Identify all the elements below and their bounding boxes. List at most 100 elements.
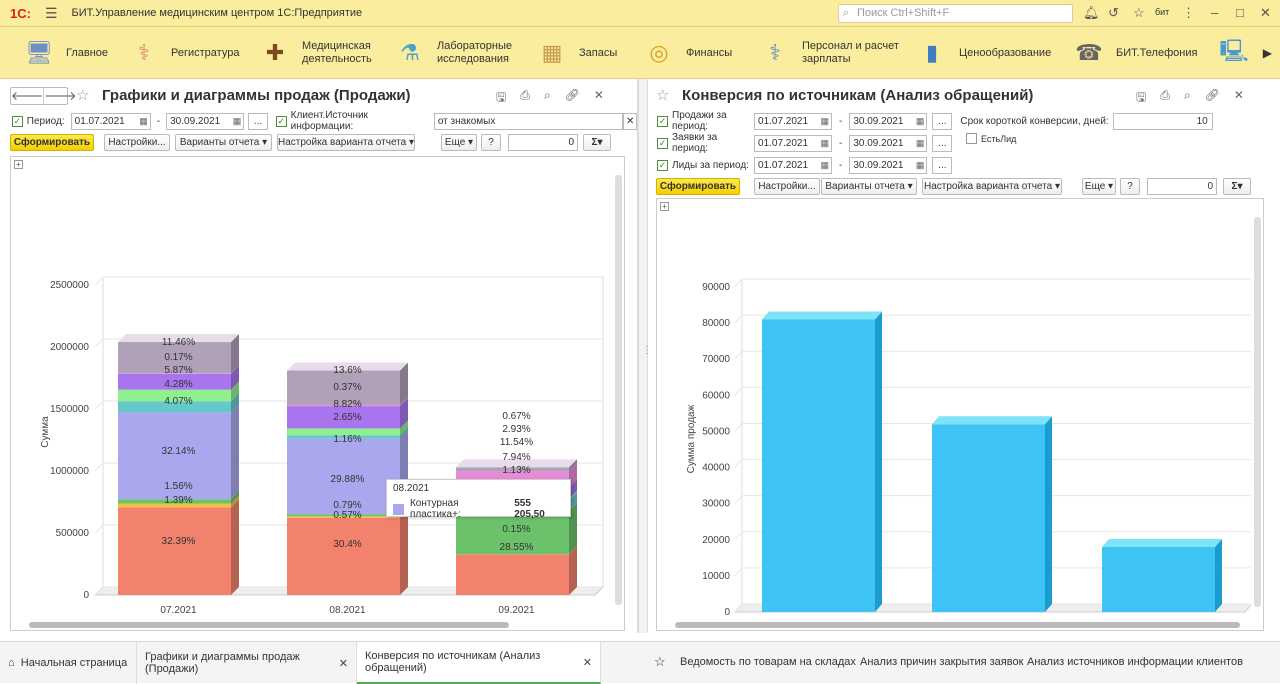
- bar: [1102, 547, 1215, 612]
- calendar-icon[interactable]: ▦: [916, 136, 925, 151]
- calendar-icon[interactable]: ▦: [139, 114, 148, 129]
- section-finance[interactable]: ◎Финансы: [640, 27, 732, 79]
- section-lab[interactable]: ⚗Лабораторные исследования: [391, 27, 511, 79]
- link-icon[interactable]: 🔗︎: [1205, 88, 1220, 109]
- client-source-input[interactable]: от знакомых: [434, 113, 623, 130]
- vertical-scrollbar[interactable]: [1254, 217, 1261, 607]
- period-to-input[interactable]: 30.09.2021▦: [166, 113, 244, 130]
- orders-to-input[interactable]: 30.09.2021▦: [849, 135, 927, 152]
- sales-period-select[interactable]: ...: [932, 113, 952, 130]
- clear-icon[interactable]: ✕: [623, 113, 637, 130]
- calendar-icon[interactable]: ▦: [916, 158, 925, 173]
- close-icon[interactable]: ✕: [1260, 5, 1271, 21]
- favorites-icon[interactable]: ☆: [1133, 5, 1145, 21]
- save-icon[interactable]: 🖫: [1136, 88, 1146, 109]
- minimize-icon[interactable]: –: [1211, 5, 1218, 20]
- tab-home[interactable]: ⌂ Начальная страница: [0, 642, 137, 684]
- orders-from-input[interactable]: 01.07.2021▦: [754, 135, 832, 152]
- sales-from-input[interactable]: 01.07.2021▦: [754, 113, 832, 130]
- print-icon[interactable]: ⎙: [1160, 88, 1170, 109]
- link-stock-report[interactable]: Ведомость по товарам на складах: [680, 656, 856, 668]
- variant-settings-button[interactable]: Настройка варианта отчета ▾: [277, 134, 415, 151]
- calendar-icon[interactable]: ▦: [233, 114, 242, 129]
- tab-conversion[interactable]: Конверсия по источникам (Анализ обращени…: [357, 642, 601, 684]
- sales-to-input[interactable]: 30.09.2021▦: [849, 113, 927, 130]
- sigma-button[interactable]: Σ▾: [1223, 178, 1251, 195]
- section-main[interactable]: 🖥︎Главное: [20, 27, 108, 79]
- orders-period-select[interactable]: ...: [932, 135, 952, 152]
- chevron-right-icon[interactable]: ▶: [1263, 46, 1272, 60]
- tab-sales-charts[interactable]: Графики и диаграммы продаж (Продажи)✕: [137, 642, 357, 684]
- section-telephony[interactable]: ☎БИТ.Телефония: [1070, 27, 1197, 79]
- favorite-star-icon[interactable]: ☆: [656, 86, 669, 104]
- section-more[interactable]: 🖳: [1215, 27, 1253, 79]
- calendar-icon[interactable]: ▦: [820, 136, 829, 151]
- orders-period-checkbox[interactable]: ✓: [657, 138, 668, 149]
- help-button[interactable]: ?: [481, 134, 501, 151]
- report-variants-button[interactable]: Варианты отчета ▾: [821, 178, 917, 195]
- calendar-icon[interactable]: ▦: [916, 114, 925, 129]
- search-icon: ⌕: [843, 5, 849, 22]
- search-input[interactable]: ⌕Поиск Ctrl+Shift+F: [838, 4, 1073, 23]
- calendar-icon[interactable]: ▦: [820, 114, 829, 129]
- islead-checkbox[interactable]: [966, 133, 977, 144]
- save-icon[interactable]: 🖫: [496, 88, 506, 109]
- y-tick-label: 70000: [702, 354, 730, 365]
- data-label: 13.6%: [333, 365, 361, 376]
- leads-from-input[interactable]: 01.07.2021▦: [754, 157, 832, 174]
- generate-button[interactable]: Сформировать: [656, 178, 740, 195]
- favorite-star-icon[interactable]: ☆: [76, 86, 89, 104]
- coins-icon: ◎: [640, 35, 678, 71]
- link-close-reasons[interactable]: Анализ причин закрытия заявок: [860, 656, 1023, 668]
- print-icon[interactable]: ⎙: [520, 88, 530, 109]
- close-tab-icon[interactable]: ✕: [583, 656, 592, 669]
- more-icon[interactable]: ⋮: [1182, 5, 1195, 21]
- calendar-icon[interactable]: ▦: [820, 158, 829, 173]
- link-icon[interactable]: 🔗︎: [565, 88, 580, 109]
- horizontal-scrollbar[interactable]: [29, 622, 509, 628]
- leads-to-input[interactable]: 30.09.2021▦: [849, 157, 927, 174]
- link-client-sources[interactable]: Анализ источников информации клиентов: [1027, 656, 1243, 668]
- favorites-icon[interactable]: ☆: [654, 654, 666, 670]
- close-panel-icon[interactable]: ✕: [1234, 88, 1244, 109]
- client-source-checkbox[interactable]: ✓: [276, 116, 287, 127]
- variant-settings-button[interactable]: Настройка варианта отчета ▾: [922, 178, 1062, 195]
- close-panel-icon[interactable]: ✕: [594, 88, 604, 109]
- section-staff[interactable]: ⚕Персонал и расчет зарплаты: [756, 27, 902, 79]
- vertical-scrollbar[interactable]: [615, 175, 622, 605]
- leads-period-checkbox[interactable]: ✓: [657, 160, 668, 171]
- settings-button[interactable]: Настройки...: [754, 178, 820, 195]
- section-registry[interactable]: ⚕Регистратура: [125, 27, 239, 79]
- data-label: 0.79%: [333, 500, 361, 511]
- close-tab-icon[interactable]: ✕: [339, 657, 348, 670]
- sigma-button[interactable]: Σ▾: [583, 134, 611, 151]
- settings-button[interactable]: Настройки...: [104, 134, 170, 151]
- bell-icon[interactable]: 🔔︎: [1083, 5, 1100, 21]
- conversion-panel: ☆ Конверсия по источникам (Анализ обраще…: [648, 79, 1280, 633]
- period-checkbox[interactable]: ✓: [12, 116, 23, 127]
- back-button[interactable]: 🡐: [11, 88, 44, 104]
- section-medical[interactable]: ✚Медицинская деятельность: [256, 27, 372, 79]
- help-button[interactable]: ?: [1120, 178, 1140, 195]
- horizontal-scrollbar[interactable]: [675, 622, 1240, 628]
- leads-period-select[interactable]: ...: [932, 157, 952, 174]
- panel-splitter[interactable]: ⋮: [638, 79, 648, 633]
- preview-icon[interactable]: ⌕: [1184, 88, 1191, 109]
- sales-period-checkbox[interactable]: ✓: [657, 116, 668, 127]
- section-stock[interactable]: ▦Запасы: [533, 27, 617, 79]
- short-conversion-input[interactable]: 10: [1113, 113, 1213, 130]
- section-pricing[interactable]: ▮Ценообразование: [913, 27, 1051, 79]
- history-icon[interactable]: ↺: [1108, 5, 1119, 21]
- menu-icon[interactable]: ☰: [45, 5, 58, 22]
- more-button[interactable]: Еще ▾: [441, 134, 477, 151]
- preview-icon[interactable]: ⌕: [544, 88, 551, 109]
- forward-button[interactable]: 🡒: [44, 88, 76, 104]
- report-variants-button[interactable]: Варианты отчета ▾: [175, 134, 272, 151]
- user-name[interactable]: бит: [1155, 7, 1169, 17]
- period-from-input[interactable]: 01.07.2021▦: [71, 113, 151, 130]
- generate-button[interactable]: Сформировать: [10, 134, 94, 151]
- maximize-icon[interactable]: □: [1236, 5, 1244, 20]
- more-button[interactable]: Еще ▾: [1082, 178, 1116, 195]
- bar-segment-side: [569, 547, 577, 595]
- period-select-button[interactable]: ...: [248, 113, 268, 130]
